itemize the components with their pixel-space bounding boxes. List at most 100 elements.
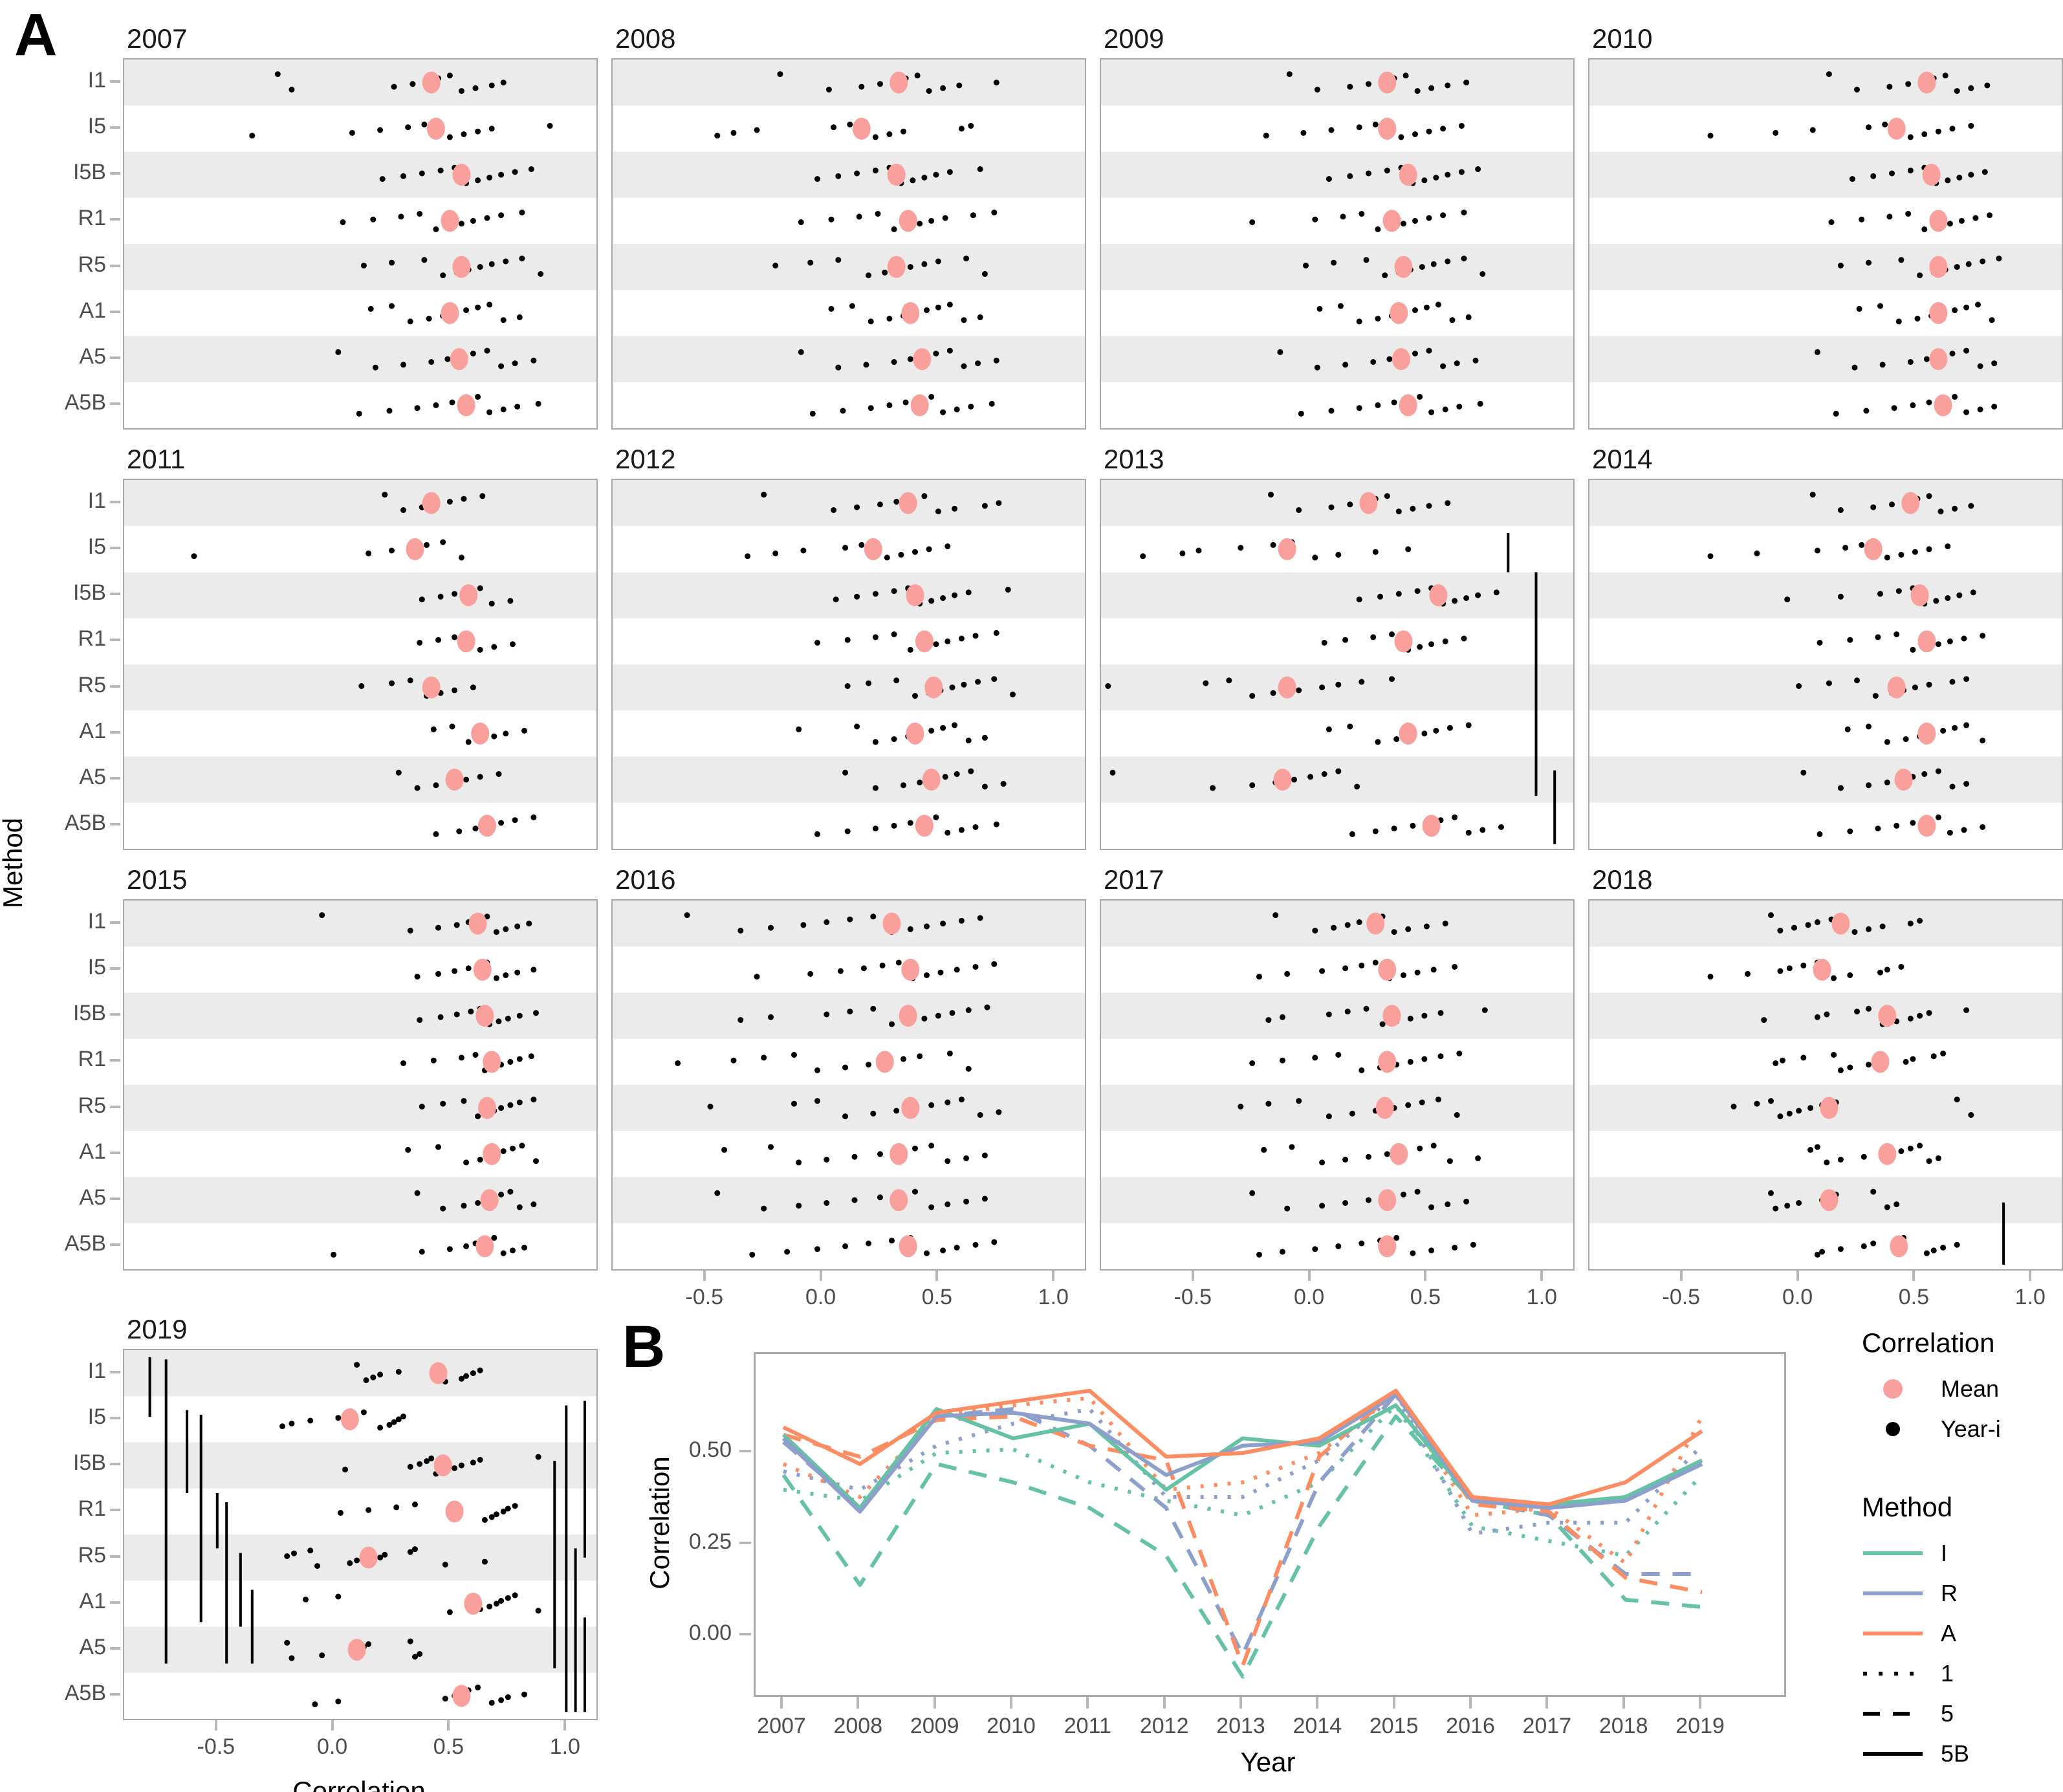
year-i-point [895, 959, 902, 966]
b-x-tick-mark [1622, 1697, 1625, 1709]
year-i-point [882, 269, 888, 276]
year-i-point [1954, 88, 1960, 94]
y-tick-label-A5B: A5B [64, 1681, 106, 1706]
year-i-point [349, 129, 355, 136]
year-i-point [372, 364, 378, 371]
year-i-point [1980, 258, 1986, 265]
year-i-point [1391, 399, 1397, 406]
year-i-point [1854, 1009, 1860, 1015]
year-i-point [784, 1249, 791, 1255]
year-i-point [872, 634, 879, 640]
mean-point [422, 492, 441, 514]
panel-b-y-axis-title: Correlation [644, 1456, 675, 1590]
year-i-point [331, 1251, 337, 1258]
year-i-point [854, 593, 860, 600]
subplot-title-2008: 2008 [615, 23, 676, 54]
year-i-point [1754, 550, 1760, 556]
year-i-point [1963, 1007, 1970, 1013]
year-i-point [1359, 679, 1365, 685]
year-i-point [1837, 507, 1844, 513]
x-tick-label: 0.0 [1782, 1285, 1813, 1309]
year-i-point [1872, 693, 1879, 699]
year-i-point [1430, 967, 1437, 973]
year-i-point [1800, 1054, 1807, 1061]
mean-point [445, 1500, 464, 1523]
b-y-tick-label: 0.25 [688, 1529, 732, 1554]
x-tick-label: -0.5 [685, 1285, 724, 1309]
year-i-point [958, 1097, 965, 1103]
year-i-point [958, 126, 965, 132]
year-i-point [1800, 962, 1807, 968]
year-i-point [449, 399, 455, 406]
year-i-point [530, 967, 537, 973]
year-i-point [1980, 824, 1986, 830]
subplot-title-2017: 2017 [1104, 864, 1164, 895]
year-i-point [807, 970, 814, 977]
year-i-point [1981, 169, 1988, 175]
year-i-point [891, 588, 897, 595]
year-i-point [437, 1014, 444, 1020]
year-i-point [1866, 1005, 1872, 1012]
year-i-point [1452, 964, 1458, 970]
year-i-point [389, 303, 395, 309]
year-i-point [516, 1099, 523, 1106]
year-i-point [1412, 351, 1418, 356]
year-i-point [1949, 126, 1956, 132]
year-i-point [949, 684, 955, 691]
y-tick-label-A5: A5 [79, 344, 106, 369]
y-tick-label-R1: R1 [78, 206, 106, 231]
subplot-title-2018: 2018 [1592, 864, 1653, 895]
x-tick-label: 0.0 [316, 1734, 348, 1759]
year-i-point [921, 493, 928, 499]
y-tick-mark [110, 310, 120, 313]
stripe-band [1101, 151, 1573, 198]
year-i-point [1428, 641, 1435, 648]
year-i-point [458, 554, 464, 561]
y-tick-label-I1: I1 [87, 488, 106, 513]
year-i-point [972, 964, 979, 970]
year-i-point [1440, 126, 1446, 132]
year-i-point [946, 301, 953, 308]
year-i-point [1286, 71, 1293, 78]
year-i-point [1384, 168, 1390, 174]
year-i-point [1303, 263, 1309, 268]
year-i-point [928, 1142, 935, 1149]
year-i-point [519, 256, 525, 262]
year-i-point [407, 928, 413, 934]
b-y-tick-mark [739, 1450, 751, 1452]
year-i-point [1949, 351, 1956, 356]
mean-point [457, 394, 475, 417]
year-i-point [458, 1054, 464, 1061]
year-i-point [944, 1158, 951, 1164]
year-i-point [1894, 631, 1900, 637]
year-i-point [1907, 921, 1914, 927]
year-i-point [893, 677, 900, 684]
year-i-point [407, 1638, 413, 1644]
year-i-point [1342, 637, 1349, 643]
year-i-point [417, 1017, 423, 1023]
year-i-point [963, 1155, 970, 1161]
year-i-point [1331, 259, 1337, 266]
year-i-point [917, 780, 923, 785]
year-i-point [958, 827, 965, 833]
year-i-point [472, 1052, 479, 1058]
year-i-point [366, 1641, 372, 1647]
mean-point [1278, 676, 1296, 699]
year-i-point [981, 734, 988, 741]
mean-point [1399, 164, 1417, 186]
year-i-point [284, 1553, 290, 1559]
year-i-point [1401, 1192, 1406, 1197]
year-i-point [414, 1190, 420, 1196]
year-i-point [714, 133, 721, 139]
year-i-point [452, 687, 458, 694]
x-tick-label: 1.0 [2014, 1285, 2046, 1309]
year-i-point [1463, 595, 1470, 601]
year-i-point [940, 85, 946, 91]
year-i-point [824, 919, 830, 925]
stripe-band [1589, 756, 2062, 803]
year-i-point [1745, 970, 1751, 977]
year-i-point [289, 87, 295, 93]
year-i-point [889, 1021, 895, 1027]
stripe-band [124, 992, 596, 1039]
year-i-point [875, 211, 881, 217]
